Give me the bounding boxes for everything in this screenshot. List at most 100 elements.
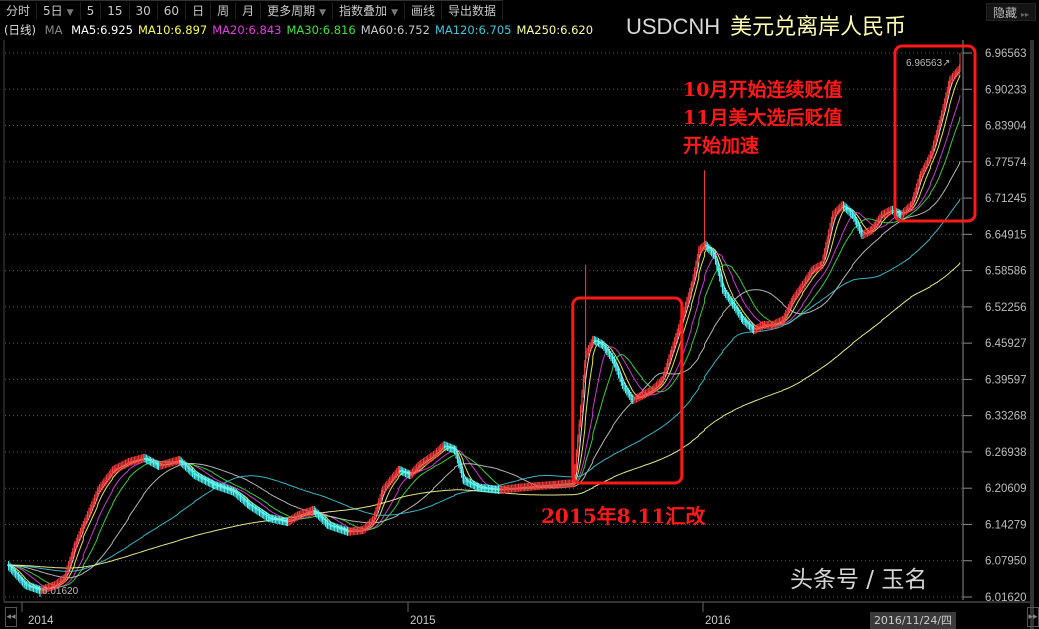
candle-body: [304, 512, 306, 514]
hide-button[interactable]: 隐藏 ▸▸: [986, 3, 1036, 21]
candle-body: [383, 488, 385, 490]
candle-body: [619, 374, 621, 379]
candle-body: [641, 395, 643, 397]
candle-body: [937, 128, 939, 135]
candle-body: [782, 319, 784, 321]
candle-body: [479, 487, 481, 489]
candle-body: [206, 480, 208, 482]
candle-body: [46, 587, 48, 589]
candle-body: [854, 217, 856, 221]
ma120-line: [7, 198, 961, 572]
toolbar-item[interactable]: 指数叠加 ▼: [333, 2, 405, 20]
candle-body: [413, 470, 415, 473]
toolbar-item[interactable]: 5: [81, 2, 102, 20]
candle-body: [622, 381, 624, 386]
candle-body: [256, 509, 258, 511]
toolbar-item[interactable]: 更多周期 ▼: [261, 2, 334, 20]
candle-body: [305, 512, 308, 514]
candle-body: [667, 362, 669, 367]
candle-body: [35, 588, 37, 590]
candle-body: [486, 488, 488, 490]
candle-body: [518, 487, 520, 489]
candle-body: [757, 327, 759, 329]
toolbar-item[interactable]: 月: [236, 2, 262, 20]
toolbar-item[interactable]: 5日 ▼: [37, 2, 81, 20]
toolbar-item[interactable]: 日: [186, 2, 212, 20]
candle-body: [303, 513, 305, 515]
candle-body: [807, 276, 809, 279]
candle-body: [329, 525, 332, 527]
toolbar-item[interactable]: 60: [158, 2, 187, 20]
toolbar-item-label: 周: [217, 4, 230, 18]
candle-body: [689, 291, 691, 297]
toolbar-item-label: 分时: [6, 4, 31, 18]
candle-body: [431, 456, 433, 458]
candle-body: [634, 398, 636, 400]
candle-body: [794, 295, 796, 298]
scroll-left-button[interactable]: ◂◂: [5, 607, 17, 627]
candle-body: [24, 583, 26, 586]
candle-body: [406, 473, 408, 475]
candle-body: [267, 517, 270, 519]
candle-body: [821, 264, 823, 266]
candle-body: [16, 574, 18, 576]
candle-body: [144, 457, 146, 459]
candle-body: [726, 294, 728, 297]
candle-body: [780, 320, 782, 322]
candle-body: [851, 214, 854, 216]
candle-body: [907, 208, 909, 210]
candle-body: [62, 579, 64, 581]
candle-body: [425, 460, 427, 462]
candle-body: [283, 520, 285, 522]
candle-body: [512, 488, 514, 490]
toolbar-item[interactable]: 导出数据: [442, 2, 504, 20]
candle-body: [741, 318, 744, 320]
candle-body: [19, 577, 21, 580]
candle-body: [115, 468, 117, 470]
candle-body: [389, 481, 391, 483]
toolbar-item-label: 15: [107, 4, 123, 18]
candle-body: [131, 461, 133, 463]
toolbar-item[interactable]: 15: [101, 2, 130, 20]
candle-body: [755, 328, 758, 330]
candle-body: [459, 464, 461, 470]
candle-body: [623, 385, 625, 388]
candle-body: [400, 470, 402, 472]
candle-body: [167, 463, 169, 465]
candle-body: [124, 463, 127, 465]
candle-body: [939, 119, 941, 124]
candle-body: [135, 459, 137, 461]
candle-body: [122, 464, 124, 466]
toolbar-item-label: 画线: [410, 4, 435, 18]
y-tick-label: 6.20609: [985, 483, 1027, 495]
candle-body: [530, 486, 533, 488]
candle-body: [113, 469, 115, 471]
toolbar-item[interactable]: 周: [211, 2, 237, 20]
candle-body: [79, 531, 82, 536]
candle-body: [842, 205, 845, 207]
candle-body: [954, 73, 956, 76]
candle-body: [120, 465, 122, 467]
scroll-right-button[interactable]: ▸▸: [1027, 607, 1039, 627]
candle-body: [232, 491, 235, 493]
candle-body: [581, 393, 583, 409]
candle-body: [373, 515, 376, 520]
candle-body: [922, 169, 924, 173]
toolbar-item[interactable]: 30: [130, 2, 158, 20]
candle-body: [702, 246, 704, 248]
candle-body: [404, 472, 407, 474]
y-tick-label: 6.14279: [985, 519, 1027, 531]
toolbar-item[interactable]: 画线: [405, 2, 442, 20]
candle-body: [264, 514, 266, 516]
candle-body: [293, 517, 296, 519]
candle-body: [394, 474, 396, 476]
highlight-boxes: [571, 44, 977, 485]
candle-body: [508, 488, 510, 490]
y-tick-label: 6.39597: [985, 374, 1027, 386]
candle-body: [49, 586, 51, 588]
candle-body: [630, 395, 632, 399]
toolbar-item[interactable]: 分时: [0, 2, 38, 20]
candle-body: [876, 221, 878, 224]
candle-body: [356, 530, 359, 532]
